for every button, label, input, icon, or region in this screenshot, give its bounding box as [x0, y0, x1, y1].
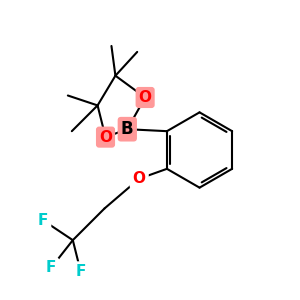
- Text: F: F: [46, 260, 56, 275]
- Text: B: B: [121, 120, 134, 138]
- Text: F: F: [76, 264, 86, 279]
- Text: O: O: [139, 90, 152, 105]
- Text: O: O: [133, 171, 146, 186]
- Text: O: O: [99, 130, 112, 145]
- Text: F: F: [38, 213, 48, 228]
